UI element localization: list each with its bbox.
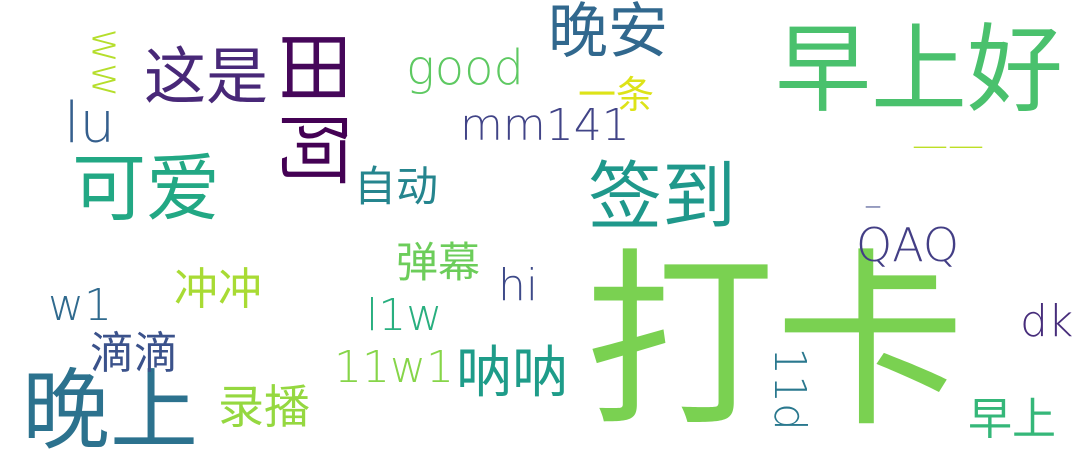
word-daka: 打卡 (585, 232, 966, 453)
word-dk: dk (1020, 296, 1074, 347)
word-ww: ww (82, 28, 132, 98)
word-hi: hi (498, 260, 539, 311)
word-underscore: _ (866, 175, 880, 208)
word-danmu: 弹幕 (396, 238, 481, 287)
word-a: 阿 (270, 112, 356, 186)
word-keai: 可爱 (72, 146, 220, 232)
word-qaq: QAQ (856, 218, 960, 272)
word-dashes: —— (912, 125, 984, 166)
word-wanshang: 晚上 (22, 359, 199, 462)
word-11d: 11d (763, 347, 815, 431)
word-didi: 滴滴 (90, 328, 178, 379)
word-zheshi: 这是 (144, 40, 269, 113)
word-wanan: 晚安 (548, 0, 668, 67)
word-l1w: l1w (366, 290, 443, 341)
word-mm141: mm141 (460, 100, 630, 151)
word-qiandao: 签到 (588, 154, 736, 240)
word-nana: 呐呐 (456, 341, 568, 406)
word-good: good (406, 40, 525, 96)
word-lu: lu (64, 91, 116, 156)
word-yitiao: 一条 (578, 73, 655, 117)
word-w1: w1 (48, 280, 112, 331)
word-11w1: 11w1 (334, 342, 454, 393)
word-zaoshang: 早上 (968, 394, 1056, 445)
word-tian: 田 (270, 30, 356, 104)
word-zaoshanghao: 早上好 (775, 14, 1063, 126)
word-zidong: 自动 (354, 162, 439, 211)
word-lubo: 录播 (218, 380, 310, 434)
word-chongchong: 冲冲 (174, 264, 262, 315)
